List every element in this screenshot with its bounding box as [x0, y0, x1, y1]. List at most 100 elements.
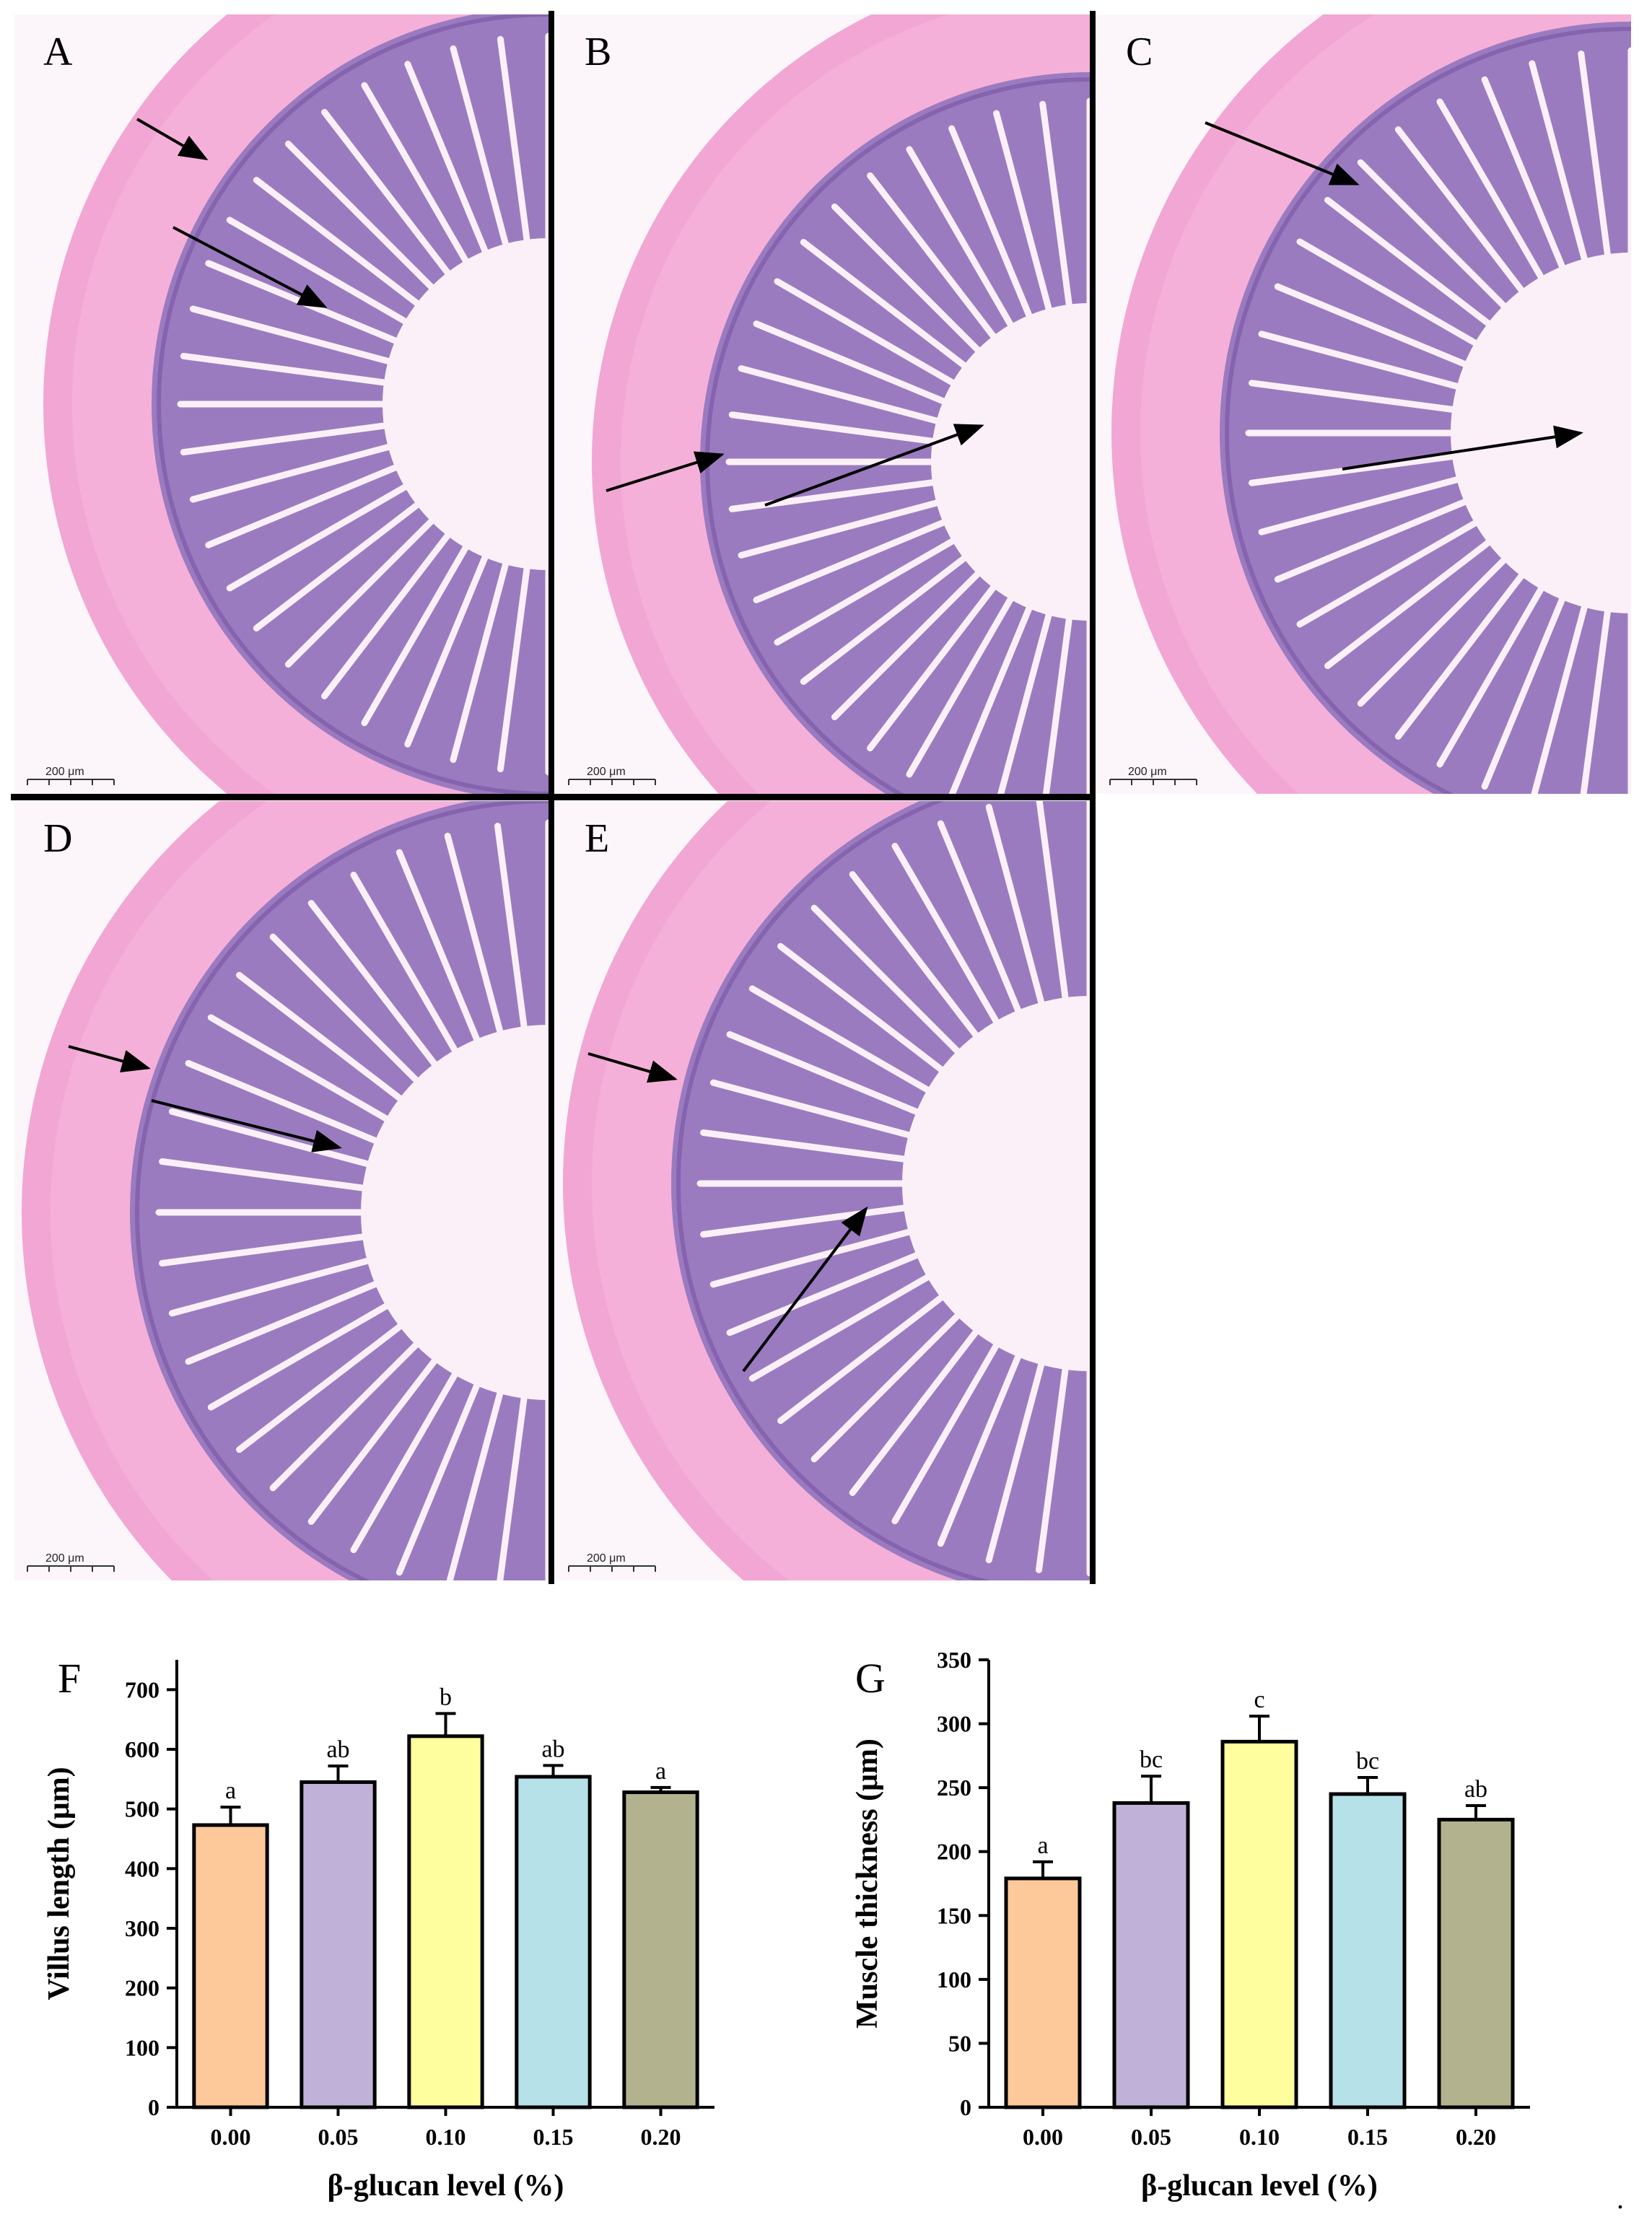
- scale-bar-label: 200 μm: [1128, 766, 1167, 778]
- villus-cleft: [284, 140, 440, 295]
- villus-cleft: [1233, 946, 1399, 1074]
- villus-cleft: [226, 480, 414, 592]
- villus-cleft: [1257, 1034, 1450, 1114]
- annotation-arrow: [742, 1206, 868, 1373]
- y-tick-label: 400: [125, 1855, 159, 1881]
- annotation-arrow: [172, 226, 328, 308]
- villus-cleft: [831, 565, 987, 721]
- villus-cleft: [1436, 98, 1548, 287]
- villus-cleft: [269, 933, 424, 1088]
- villus-cleft: [1580, 601, 1612, 794]
- villus-cleft: [1042, 608, 1074, 794]
- villus-cleft: [404, 61, 491, 261]
- villus-cleft: [207, 1014, 395, 1126]
- significance-label: a: [225, 1777, 236, 1804]
- villus-cleft: [891, 842, 1003, 1031]
- panel-letter-c: C: [1126, 30, 1153, 74]
- annotation-arrow: [1342, 425, 1583, 471]
- villus-cleft: [1180, 1340, 1285, 1521]
- villus-cleft: [800, 551, 973, 685]
- y-axis-title: Villus length (μm): [43, 1767, 76, 2000]
- villus-cleft: [993, 110, 1054, 319]
- histology-panels: A 200 μm B 200 μm C 200 μm D 200 μm E 200 μm: [11, 11, 1631, 1584]
- mucosa-border: [676, 801, 991, 1580]
- villus-cleft: [948, 125, 1036, 325]
- villus-cleft: [185, 1278, 385, 1365]
- panel-letter-d: D: [43, 816, 72, 861]
- villus-cleft: [185, 1059, 385, 1147]
- villus-cleft: [444, 832, 505, 1042]
- villus-cleft: [1199, 1326, 1327, 1492]
- x-tick-label: 0.10: [426, 2124, 466, 2150]
- villus-cleft: [497, 1388, 528, 1580]
- y-tick-label: 700: [125, 1676, 159, 1702]
- villus-cleft: [1436, 579, 1548, 768]
- y-tick-label: 100: [937, 1967, 971, 1993]
- villus-cleft: [1137, 807, 1191, 1009]
- lumen: [902, 996, 1090, 1371]
- villus-cleft: [253, 497, 426, 631]
- villus-cleft: [1264, 1082, 1466, 1137]
- villus-cleft: [738, 497, 947, 559]
- villus-cleft: [800, 239, 973, 373]
- divider-vertical-2: [1090, 11, 1096, 797]
- villus-cleft: [168, 1108, 378, 1169]
- villus-cleft: [1394, 126, 1529, 299]
- villus-cleft: [395, 849, 483, 1049]
- x-tick-label: 0.05: [318, 2124, 359, 2150]
- significance-label: bc: [1140, 1746, 1163, 1773]
- villus-cleft: [810, 904, 966, 1059]
- y-tick-label: 300: [125, 1915, 159, 1941]
- villus-cleft: [168, 1256, 378, 1317]
- bar: [1220, 1739, 1298, 2109]
- significance-label: b: [440, 1684, 452, 1710]
- x-tick-label: 0.00: [1023, 2124, 1063, 2150]
- chart-panel-letter: F: [58, 1655, 81, 1702]
- villus-cleft: [810, 1308, 966, 1463]
- significance-label: c: [1254, 1687, 1264, 1713]
- lumen: [361, 1025, 549, 1400]
- y-tick-label: 150: [937, 1902, 971, 1928]
- villus-cleft: [1114, 797, 1141, 1005]
- significance-label: bc: [1356, 1748, 1379, 1775]
- villus-cleft: [700, 1129, 914, 1163]
- villus-cleft: [1529, 60, 1590, 269]
- y-tick-label: 350: [937, 1647, 971, 1673]
- y-tick-label: 250: [937, 1775, 971, 1801]
- mucosa-border: [157, 14, 549, 794]
- villus-cleft: [849, 871, 984, 1044]
- villus-cleft: [205, 461, 406, 548]
- significance-label: ab: [541, 1736, 564, 1762]
- x-tick-label: 0.20: [1456, 2124, 1496, 2150]
- bar: [1437, 1817, 1515, 2109]
- villus-cleft: [450, 554, 511, 764]
- x-tick-label: 0.10: [1239, 2124, 1280, 2150]
- lumen: [931, 303, 1090, 621]
- villus-cleft: [726, 1249, 927, 1337]
- scale-bar-label: 200 μm: [45, 766, 84, 778]
- villus-cleft: [948, 598, 1036, 794]
- villus-cleft: [361, 82, 473, 270]
- villus-cleft: [1324, 535, 1498, 670]
- bar: [1112, 1801, 1190, 2109]
- villus-cleft: [450, 45, 511, 254]
- villus-cleft: [777, 942, 950, 1077]
- villus-cleft: [1394, 567, 1529, 740]
- villus-cleft: [1036, 1359, 1070, 1573]
- bar: [622, 1790, 699, 2109]
- villus-cleft: [709, 1227, 919, 1288]
- chart-f: F 0 100 200 300 400 500 600 700 a 0.00 ab 0.05 b 0.10 a…: [43, 1655, 714, 2203]
- villus-cleft: [1199, 875, 1327, 1041]
- bar: [1329, 1792, 1407, 2109]
- villus-cleft: [867, 172, 1001, 345]
- villus-cleft: [1481, 590, 1568, 790]
- y-tick-label: 500: [125, 1796, 159, 1822]
- villus-cleft: [1246, 1274, 1428, 1378]
- annotation-arrow: [151, 1099, 342, 1152]
- villus-cleft: [446, 1383, 505, 1580]
- villus-cleft: [321, 108, 455, 281]
- villus-cleft: [1296, 238, 1485, 350]
- villus-cleft: [1531, 597, 1590, 794]
- villus-cleft: [1159, 1350, 1239, 1544]
